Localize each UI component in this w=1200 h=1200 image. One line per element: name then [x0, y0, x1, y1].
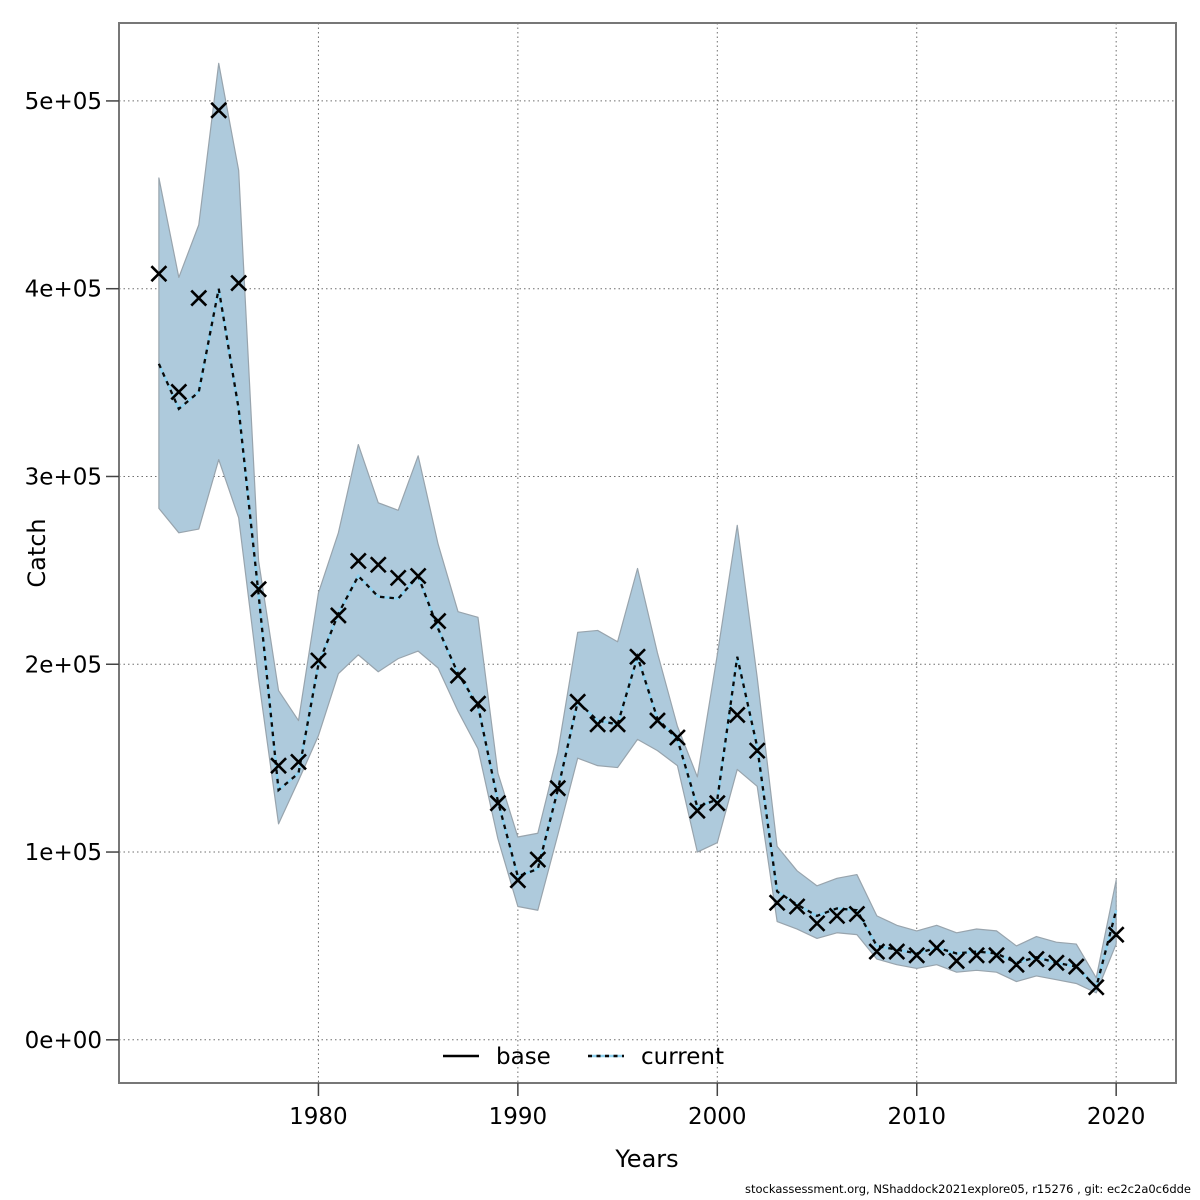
footer-attribution: stockassessment.org, NShaddock2021explor… — [745, 1182, 1191, 1196]
y-axis-ticks: 0e+00 1e+05 2e+05 3e+05 4e+05 5e+05 — [25, 89, 119, 1054]
y-axis-title: Catch — [23, 518, 51, 587]
observation-markers — [150, 101, 1125, 996]
legend-base-label: base — [496, 1044, 551, 1070]
x-axis-title: Years — [614, 1145, 678, 1173]
confidence-band — [158, 62, 1117, 994]
y-tick-label: 0e+00 — [25, 1028, 102, 1054]
y-tick-label: 1e+05 — [25, 840, 102, 866]
y-tick-label: 4e+05 — [25, 277, 102, 303]
plot-area: 1980 1990 2000 2010 2020 0e+00 1e+05 2e+05 3e+05… — [25, 22, 1177, 1130]
x-tick-label: 1980 — [289, 1104, 348, 1130]
x-tick-label: 2000 — [688, 1104, 747, 1130]
x-tick-label: 2020 — [1087, 1104, 1146, 1130]
gridlines — [119, 23, 1176, 1083]
x-axis-ticks: 1980 1990 2000 2010 2020 — [289, 1083, 1145, 1130]
x-tick-label: 1990 — [489, 1104, 548, 1130]
legend-current-label: current — [641, 1044, 724, 1070]
x-tick-label: 2010 — [887, 1104, 946, 1130]
plot-border — [118, 22, 1177, 1084]
y-tick-label: 2e+05 — [25, 652, 102, 678]
y-tick-label: 3e+05 — [25, 464, 102, 490]
legend: base current — [443, 1044, 724, 1070]
y-tick-label: 5e+05 — [25, 89, 102, 115]
